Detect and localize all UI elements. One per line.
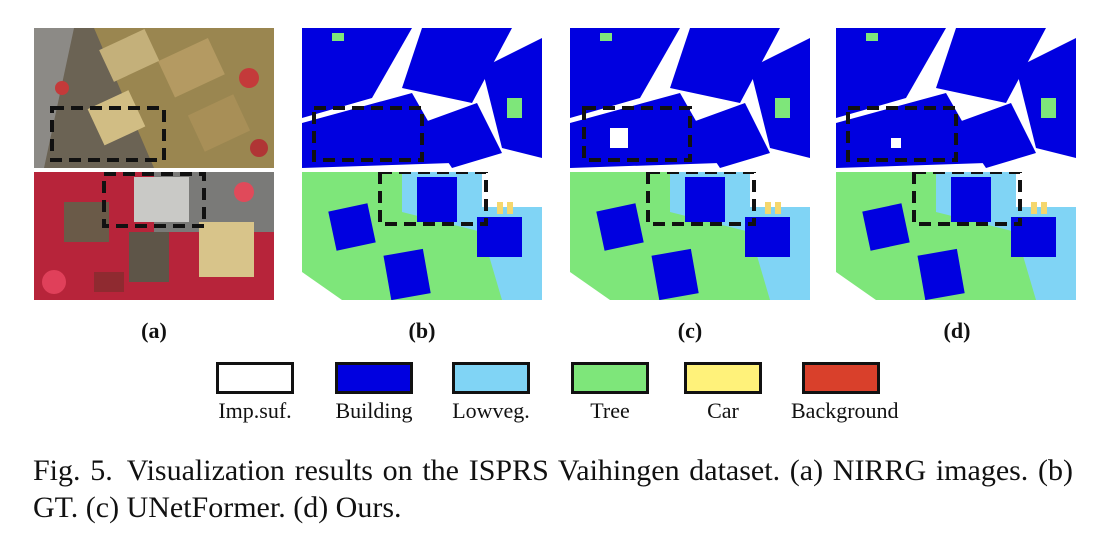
legend-label-lowveg: Lowveg. [452, 398, 530, 423]
legend-label-background: Background [791, 398, 899, 423]
unetformer-map-bottom [570, 172, 810, 300]
panel-label-a: (a) [141, 318, 167, 343]
legend-item-lowveg: Lowveg. [441, 362, 541, 424]
ours-map-bottom [836, 172, 1076, 300]
caption-text: Visualization results on the ISPRS Vaihi… [33, 454, 1073, 524]
unetformer-map-top [570, 28, 810, 168]
nirrg-image-top [34, 28, 274, 168]
legend-swatch-background [802, 362, 880, 394]
ours-map-top [836, 28, 1076, 168]
gt-map-top [302, 28, 542, 168]
legend-swatch-tree [571, 362, 649, 394]
legend-item-car: Car [673, 362, 773, 424]
legend-label-car: Car [707, 398, 739, 423]
nirrg-image-bottom [34, 172, 274, 300]
gt-map-bottom [302, 172, 542, 300]
figure-caption: Fig. 5. Visualization results on the ISPR… [33, 452, 1073, 526]
legend-swatch-lowveg [452, 362, 530, 394]
legend-item-background: Background [791, 362, 899, 424]
legend-swatch-car [684, 362, 762, 394]
legend-label-imp-suf: Imp.suf. [218, 398, 292, 423]
legend-label-tree: Tree [590, 398, 630, 423]
legend-swatch-imp-suf [216, 362, 294, 394]
legend-label-building: Building [335, 398, 413, 423]
legend-swatch-building [335, 362, 413, 394]
figure-number: Fig. 5. [33, 454, 113, 487]
legend-item-tree: Tree [560, 362, 660, 424]
panel-label-d: (d) [943, 318, 971, 343]
legend-item-imp-suf: Imp.suf. [205, 362, 305, 424]
panel-label-c: (c) [677, 318, 703, 343]
legend-item-building: Building [324, 362, 424, 424]
panel-label-b: (b) [408, 318, 436, 343]
